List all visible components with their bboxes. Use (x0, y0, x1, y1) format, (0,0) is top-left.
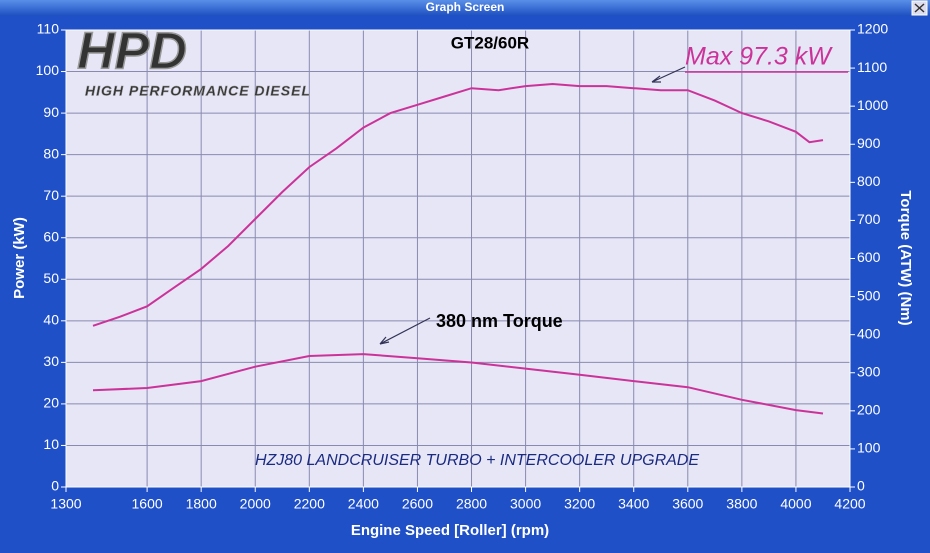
logo-subtitle: HIGH PERFORMANCE DIESEL (85, 83, 311, 99)
y2-tick-label: 100 (857, 440, 881, 456)
plot-frame (65, 29, 851, 488)
x-tick-label: 2400 (348, 496, 379, 512)
y2-tick-label: 400 (857, 325, 881, 341)
x-tick-label: 2600 (402, 496, 433, 512)
window-title: Graph Screen (426, 0, 505, 14)
y-tick-label: 50 (43, 270, 59, 286)
y-tick-label: 100 (36, 62, 60, 78)
x-tick-label: 3000 (510, 496, 541, 512)
annotation: 380 nm Torque (436, 311, 563, 331)
y-tick-label: 30 (43, 353, 59, 369)
title-bar (0, 0, 930, 16)
y2-tick-label: 700 (857, 211, 881, 227)
y-tick-label: 40 (43, 312, 59, 328)
x-tick-label: 3600 (672, 496, 703, 512)
y-tick-label: 20 (43, 395, 59, 411)
arrow (379, 317, 431, 345)
y2-tick-label: 600 (857, 249, 881, 265)
arrow (651, 66, 686, 83)
x-tick-label: 1800 (186, 496, 217, 512)
x-tick-label: 3400 (618, 496, 649, 512)
y-tick-label: 90 (43, 104, 59, 120)
x-tick-label: 2000 (240, 496, 271, 512)
y2-tick-label: 500 (857, 287, 881, 303)
chart-title: GT28/60R (451, 33, 529, 52)
plot-area (66, 30, 850, 487)
y2-tick-label: 200 (857, 402, 881, 418)
y2-tick-label: 1000 (857, 97, 888, 113)
y2-tick-label: 1200 (857, 21, 888, 37)
y2-tick-label: 300 (857, 363, 881, 379)
annotation: HZJ80 LANDCRUISER TURBO + INTERCOOLER UP… (255, 452, 699, 469)
x-tick-label: 3200 (564, 496, 595, 512)
x-tick-label: 2200 (294, 496, 325, 512)
logo: HPD (77, 23, 187, 81)
y-tick-label: 80 (43, 145, 59, 161)
x-tick-label: 1600 (132, 496, 163, 512)
x-tick-label: 4200 (834, 496, 865, 512)
y-tick-label: 70 (43, 187, 59, 203)
y-tick-label: 60 (43, 228, 59, 244)
y2-tick-label: 900 (857, 135, 881, 151)
x-tick-label: 1300 (50, 496, 81, 512)
y2-axis-title: Torque (ATW) (Nm) (897, 190, 914, 325)
line (92, 353, 824, 415)
y-axis-title: Power (kW) (11, 217, 28, 299)
y-tick-label: 110 (37, 21, 60, 37)
y2-tick-label: 1100 (857, 59, 887, 75)
y-tick-label: 0 (51, 478, 59, 494)
x-tick-label: 2800 (456, 496, 487, 512)
close-icon (914, 3, 925, 13)
x-tick-label: 3800 (726, 496, 757, 512)
x-axis-title: Engine Speed [Roller] (rpm) (351, 522, 549, 539)
x-tick-label: 4000 (780, 496, 811, 512)
y2-tick-label: 0 (857, 478, 865, 494)
line (92, 82, 824, 327)
y2-tick-label: 800 (857, 173, 881, 189)
y-tick-label: 10 (43, 436, 59, 452)
annotation: Max 97.3 kW (685, 43, 833, 71)
